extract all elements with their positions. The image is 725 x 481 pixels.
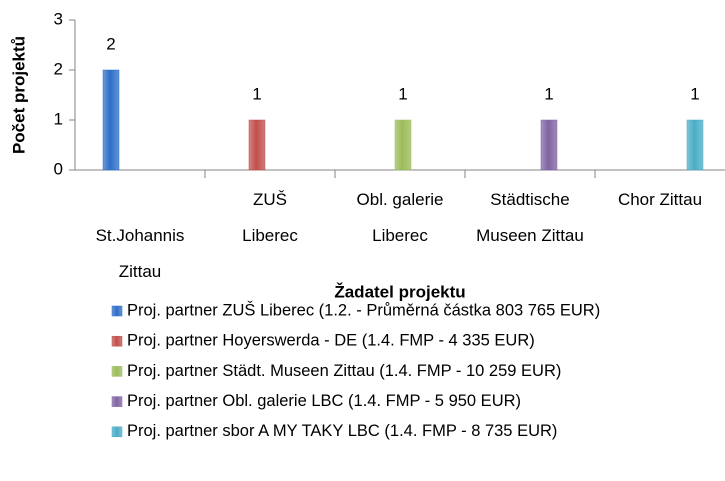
- y-tick-label: 1: [54, 109, 63, 128]
- x-tick-label: ZUŠ Liberec: [242, 190, 298, 245]
- legend-swatch: [111, 305, 123, 317]
- legend-label: Proj. partner ZUŠ Liberec (1.2. - Průměr…: [127, 300, 600, 319]
- x-tick-label: Städtische Museen Zittau: [476, 190, 584, 245]
- data-label: 1: [690, 84, 699, 103]
- y-tick-label: 0: [54, 159, 63, 178]
- legend-label: Proj. partner Städt. Museen Zittau (1.4.…: [127, 362, 561, 380]
- bar: [394, 119, 412, 171]
- x-tick-label: St.Johannis Zittau: [95, 226, 185, 281]
- legend-label: Proj. partner Hoyerswerda - DE (1.4. FMP…: [127, 332, 535, 350]
- legend-swatch: [111, 335, 123, 347]
- x-axis-title: Žadatel projektu: [334, 282, 465, 301]
- legend-label: Proj. partner sbor A MY TAKY LBC (1.4. F…: [127, 422, 557, 440]
- data-label: 1: [544, 84, 553, 103]
- legend-swatch: [111, 426, 123, 438]
- bar: [248, 119, 266, 171]
- legend-label: Proj. partner Obl. galerie LBC (1.4. FMP…: [127, 392, 521, 410]
- bar: [686, 119, 704, 171]
- x-tick-label: Chor Zittau: [617, 190, 703, 209]
- legend-swatch: [111, 396, 123, 407]
- data-label: 1: [398, 84, 407, 103]
- y-axis-title: Počet projektů: [9, 36, 28, 154]
- data-label: 2: [106, 34, 115, 53]
- legend-swatch: [111, 366, 123, 377]
- y-tick-label: 2: [54, 59, 63, 78]
- bar: [540, 119, 558, 171]
- data-label: 1: [252, 84, 261, 103]
- x-tick-label: Obl. galerie Liberec: [356, 190, 444, 245]
- y-tick-label: 3: [54, 9, 63, 28]
- bar: [102, 69, 120, 171]
